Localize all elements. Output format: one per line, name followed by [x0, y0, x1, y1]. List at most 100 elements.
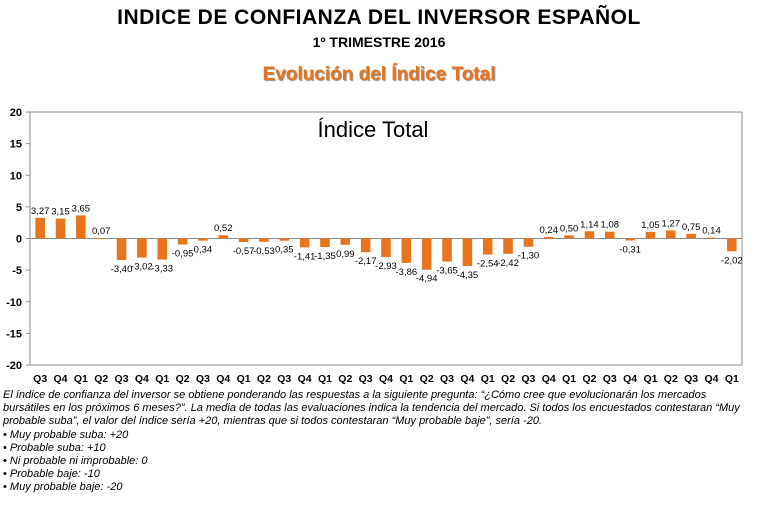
x-tick-label: Q3	[277, 373, 291, 385]
data-label: 0,35	[275, 245, 294, 256]
data-label: 1,27	[662, 218, 681, 229]
data-label: -2,54	[477, 259, 499, 270]
y-tick-label: -20	[6, 360, 22, 372]
bar	[218, 235, 229, 239]
x-tick-label: Q4	[54, 373, 68, 385]
data-label: 0,14	[702, 226, 721, 237]
x-tick-label: Q1	[155, 373, 169, 385]
scale-item: Muy probable suba: +20	[3, 429, 753, 442]
x-axis: Q3 Q4 Q1 Q2 Q3 Q4 Q1 Q2 Q3 Q4 Q1 Q2 Q3 Q4 Q1 Q2 Q3 Q4 Q1 Q2…	[30, 238, 742, 385]
bar	[462, 238, 473, 267]
y-tick-label: -5	[12, 265, 22, 277]
bar	[564, 235, 574, 239]
bar	[116, 238, 127, 261]
data-label: -3,33	[151, 264, 173, 275]
data-label: -0,53	[253, 246, 275, 257]
x-tick-label: Q1	[318, 373, 332, 385]
data-label: -2,93	[375, 261, 397, 272]
bar	[55, 218, 66, 239]
scale-item: Ni probable ni improbable: 0	[3, 455, 753, 468]
bar	[706, 237, 717, 239]
bar	[584, 231, 595, 239]
bar	[198, 238, 208, 241]
bar	[625, 238, 635, 241]
x-tick-label: Q3	[359, 373, 373, 385]
x-tick-label: Q3	[115, 373, 129, 385]
data-label: 0,52	[214, 223, 233, 234]
data-label: -2,42	[497, 258, 519, 269]
x-tick-label: Q3	[33, 373, 47, 385]
bar	[503, 238, 513, 254]
x-tick-label: Q3	[440, 373, 454, 385]
x-tick-label: Q1	[643, 373, 657, 385]
x-tick-label: Q1	[562, 373, 576, 385]
data-label: 0,07	[92, 226, 111, 237]
data-label: -3,40	[111, 264, 133, 275]
bar	[421, 238, 432, 270]
bar	[360, 238, 371, 253]
y-tick-label: 15	[10, 139, 22, 151]
scale-list: Muy probable suba: +20 Probable suba: +1…	[3, 429, 753, 495]
y-tick-label: 0	[16, 234, 22, 246]
x-tick-label: Q3	[684, 373, 698, 385]
x-tick-label: Q2	[582, 373, 596, 385]
main-title: INDICE DE CONFIANZA DEL INVERSOR ESPAÑOL	[117, 6, 641, 29]
x-tick-label: Q3	[603, 373, 617, 385]
x-tick-label: Q1	[74, 373, 88, 385]
x-tick-label: Q4	[623, 373, 637, 385]
bar	[543, 236, 554, 239]
data-label: -2,17	[355, 256, 377, 267]
x-tick-label: Q1	[237, 373, 251, 385]
bar	[35, 217, 45, 239]
bar	[666, 230, 676, 239]
x-tick-label: Q3	[521, 373, 535, 385]
bar	[523, 238, 534, 247]
y-tick-label: 20	[10, 107, 22, 119]
bar	[157, 238, 168, 260]
bar	[76, 215, 86, 239]
x-tick-label: Q4	[298, 373, 312, 385]
bar	[299, 238, 310, 248]
bar	[381, 238, 391, 258]
data-label: 0,24	[539, 225, 558, 236]
bar	[177, 238, 188, 245]
y-tick-label: 5	[16, 202, 22, 214]
bar	[727, 238, 737, 252]
bar	[401, 238, 412, 263]
data-label: 0,50	[560, 223, 579, 234]
data-label: -3,02	[131, 262, 153, 273]
bar	[442, 238, 452, 262]
bar	[686, 233, 696, 239]
x-tick-label: Q1	[481, 373, 495, 385]
data-label: -0,57	[233, 246, 255, 257]
data-label: 3,65	[72, 203, 91, 214]
bar	[279, 238, 290, 241]
bar	[340, 238, 351, 245]
x-tick-label: Q4	[460, 373, 474, 385]
bar	[96, 238, 106, 239]
x-tick-label: Q2	[420, 373, 434, 385]
bar	[320, 238, 330, 248]
data-label: -4,35	[457, 270, 479, 281]
data-label: -4,94	[416, 274, 438, 285]
data-label: 1,14	[580, 219, 599, 230]
bar	[645, 231, 656, 239]
description-text: El índice de confianza del inversor se o…	[3, 389, 740, 428]
x-tick-label: Q4	[379, 373, 393, 385]
x-tick-label: Q2	[664, 373, 678, 385]
x-tick-label: Q4	[542, 373, 556, 385]
data-label: -2,02	[721, 255, 743, 266]
x-tick-label: Q2	[338, 373, 352, 385]
x-tick-label: Q4	[704, 373, 718, 385]
data-label: 3,15	[51, 207, 70, 218]
y-tick-label: -10	[6, 297, 22, 309]
x-tick-label: Q3	[196, 373, 210, 385]
data-label: 0,75	[682, 222, 701, 233]
x-tick-label: Q2	[257, 373, 271, 385]
x-tick-label: Q4	[135, 373, 149, 385]
scale-item: Probable baje: -10	[3, 468, 753, 481]
data-label: -3,65	[436, 266, 458, 277]
scale-item: Muy probable baje: -20	[3, 481, 753, 494]
x-tick-label: Q4	[216, 373, 230, 385]
